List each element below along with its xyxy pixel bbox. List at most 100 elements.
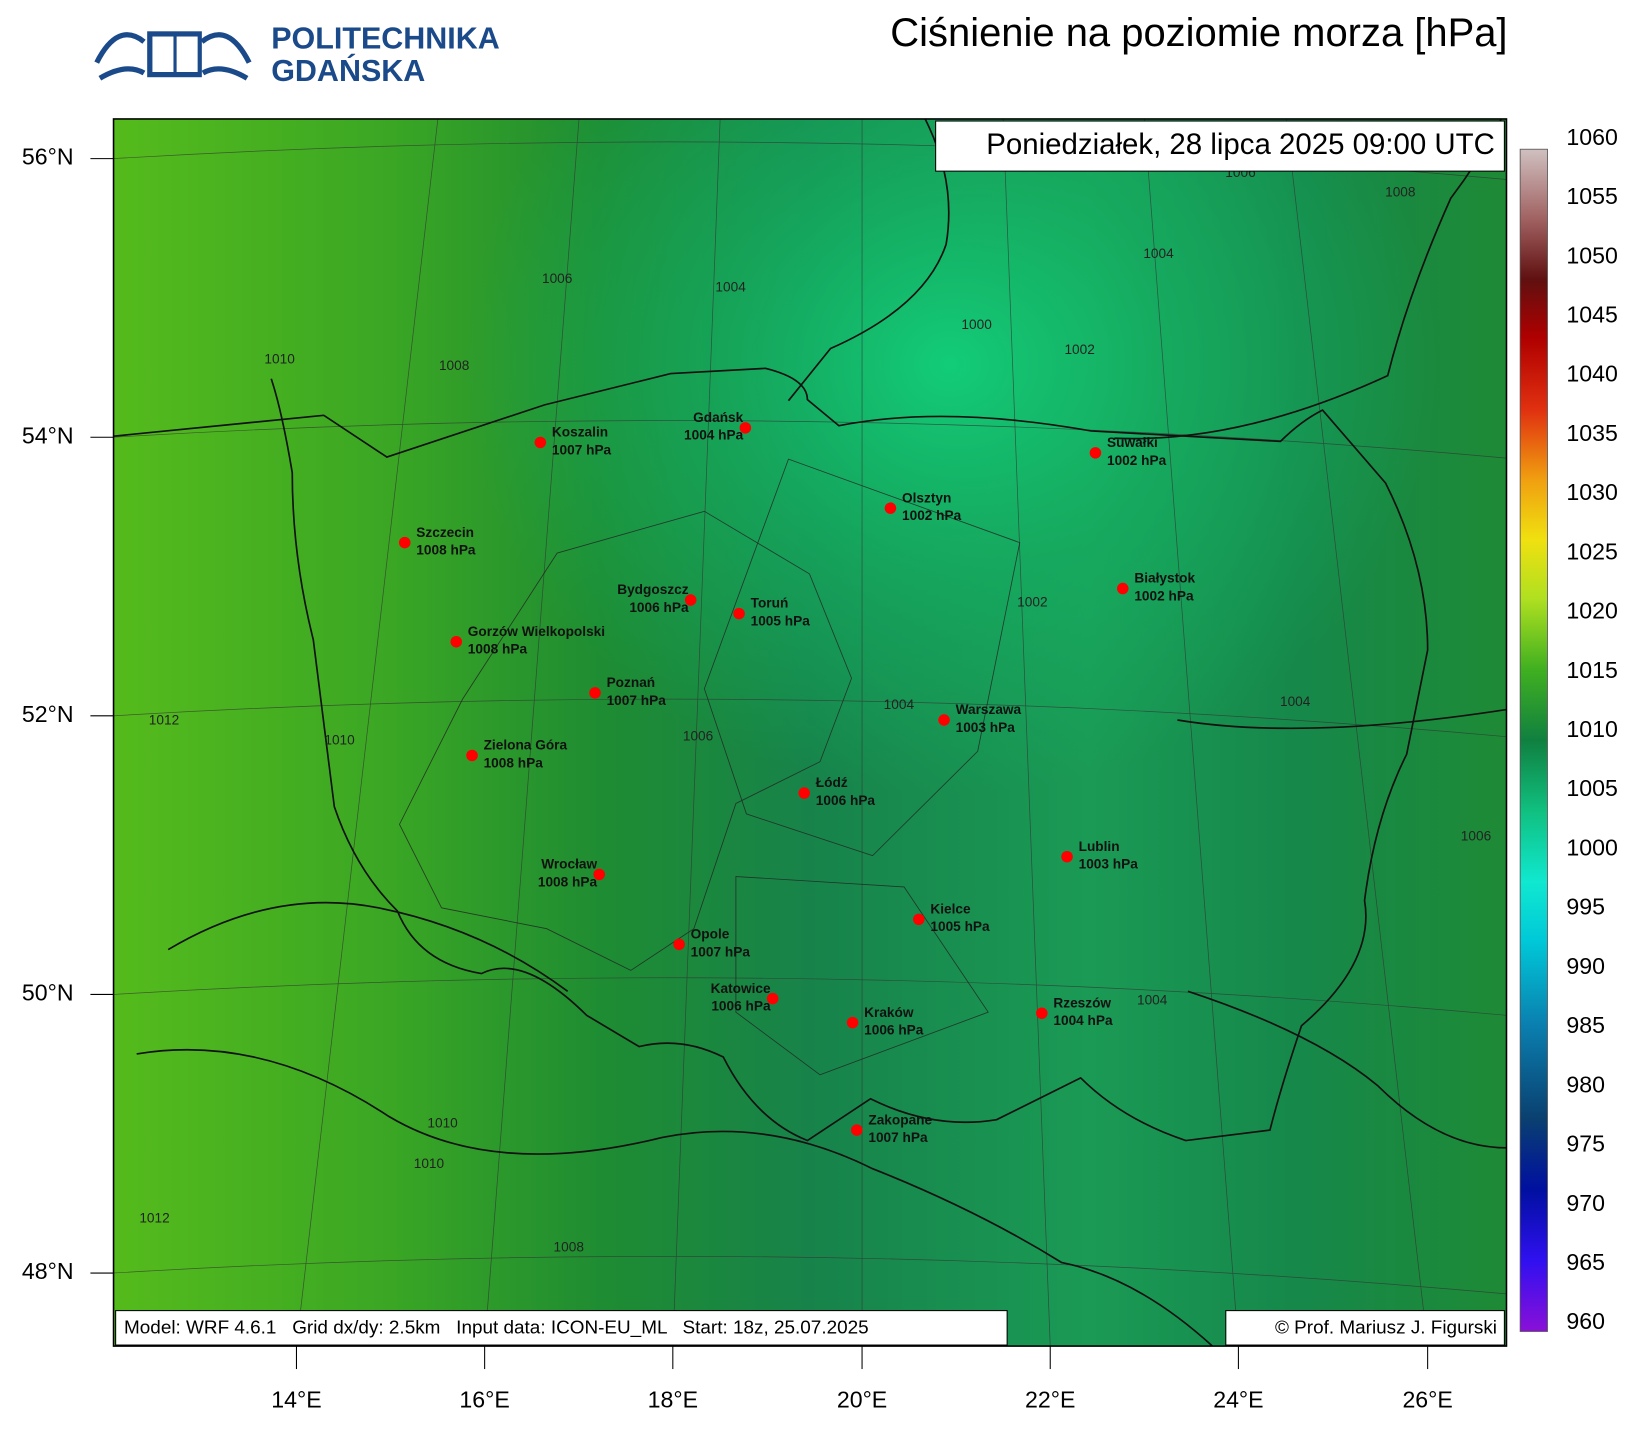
regions	[399, 458, 1021, 1076]
logo-line2: GDAŃSKA	[271, 54, 425, 88]
colorbar-label: 1025	[1566, 538, 1617, 564]
contour-label: 1006	[1461, 828, 1491, 843]
city-dot	[846, 1016, 859, 1029]
city-name: Gorzów Wielkopolski	[468, 624, 605, 639]
lon-label: 22°E	[1025, 1387, 1075, 1413]
footer-left-box	[115, 1310, 1008, 1346]
contour-label: 1012	[139, 1210, 169, 1225]
colorbar-label: 980	[1566, 1071, 1605, 1097]
city-name: Toruń	[751, 596, 789, 611]
city-pressure: 1008 hPa	[538, 874, 598, 889]
city-pressure: 1008 hPa	[416, 543, 476, 558]
city-dot	[733, 607, 745, 620]
meridian	[484, 118, 580, 1347]
city-dot	[534, 436, 547, 449]
lat-label: 56°N	[22, 144, 74, 170]
city-dot	[938, 714, 950, 726]
lon-label: 24°E	[1213, 1387, 1263, 1413]
contour-label: 1004	[715, 280, 746, 295]
contour-label: 1010	[414, 1156, 445, 1171]
logo: POLITECHNIKA GDAŃSKA	[94, 23, 500, 88]
city-dot	[684, 594, 697, 606]
city-name: Opole	[691, 927, 730, 942]
city-name: Zakopane	[868, 1112, 932, 1127]
city-name: Zielona Góra	[484, 738, 568, 753]
colorbar-label: 1005	[1566, 775, 1617, 801]
contour-label: 1002	[1017, 595, 1047, 610]
city-dot	[1116, 582, 1129, 595]
city-pressure: 1007 hPa	[868, 1130, 928, 1145]
city-name: Wrocław	[541, 857, 597, 872]
city-dot	[766, 992, 779, 1005]
footer-right: © Prof. Mariusz J. Figurski	[1275, 1316, 1497, 1337]
colorbar-label: 1000	[1566, 835, 1617, 861]
city-name: Lublin	[1079, 839, 1120, 854]
city-pressure: 1002 hPa	[902, 508, 962, 523]
city-pressure: 1004 hPa	[1053, 1013, 1113, 1028]
contour-label: 1004	[884, 697, 915, 712]
city-dot	[589, 687, 601, 699]
contour-label: 1002	[1064, 342, 1094, 357]
city-dot	[450, 636, 463, 648]
lon-label: 18°E	[648, 1387, 698, 1413]
city-name: Bydgoszcz	[617, 582, 689, 597]
date: Poniedziałek, 28 lipca 2025 09:00 UTC	[986, 128, 1495, 161]
contour-label: 1004	[1280, 694, 1311, 709]
meridian	[296, 118, 439, 1347]
contour-label: 1004	[1137, 992, 1168, 1007]
colorbar-label: 1055	[1566, 183, 1617, 209]
lat-label: 50°N	[22, 980, 74, 1006]
city-pressure: 1006 hPa	[711, 999, 771, 1014]
logo-line1: POLITECHNIKA	[271, 23, 500, 56]
colorbar-label: 985	[1566, 1012, 1605, 1038]
colorbar-label: 1035	[1566, 420, 1617, 446]
contour-label: 1008	[1385, 185, 1415, 200]
city-pressure: 1005 hPa	[930, 919, 990, 934]
colorbar-label: 1030	[1566, 479, 1617, 505]
city-name: Szczecin	[416, 525, 474, 540]
city-dot	[593, 868, 606, 881]
city-name: Białystok	[1134, 571, 1195, 586]
colorbar-label: 965	[1566, 1249, 1605, 1275]
contour-label: 1006	[683, 728, 713, 743]
meridian	[1002, 118, 1051, 1347]
meridian	[1285, 118, 1429, 1347]
city-pressure: 1008 hPa	[468, 642, 528, 657]
date-box	[935, 120, 1505, 172]
footer-right-box	[1225, 1310, 1505, 1346]
parallel	[113, 1255, 1507, 1295]
city-name: Olsztyn	[902, 490, 951, 505]
city-name: Łódź	[816, 775, 848, 790]
contour-label: 1006	[542, 271, 572, 286]
contour-label: 1000	[961, 317, 992, 332]
colorbar-label: 970	[1566, 1190, 1605, 1216]
city-name: Rzeszów	[1053, 995, 1111, 1010]
contour-label: 1008	[554, 1240, 584, 1255]
colorbar-label: 1010	[1566, 716, 1617, 742]
city-name: Poznań	[607, 675, 656, 690]
lat-label: 54°N	[22, 422, 74, 448]
colorbar-label: 990	[1566, 953, 1605, 979]
colorbar-label: 1015	[1566, 657, 1617, 683]
colorbar-label: 1050	[1566, 242, 1617, 268]
footer-left: Model: WRF 4.6.1 Grid dx/dy: 2.5km Input…	[124, 1316, 869, 1338]
meridian	[672, 118, 721, 1347]
city-name: Gdańsk	[693, 410, 744, 425]
contour-label: 1012	[149, 713, 179, 728]
colorbar-label: 1060	[1566, 124, 1617, 150]
contour-label: 1008	[439, 358, 469, 373]
city-dot	[913, 913, 925, 926]
city-pressure: 1003 hPa	[1079, 857, 1139, 872]
city-name: Kraków	[864, 1005, 914, 1020]
colorbar-label: 1045	[1566, 302, 1617, 328]
city-pressure: 1007 hPa	[552, 442, 612, 457]
lon-label: 20°E	[837, 1387, 887, 1413]
colorbar-label: 1020	[1566, 598, 1617, 624]
colorbar-label: 960	[1566, 1308, 1605, 1334]
contour-label: 1010	[427, 1115, 458, 1130]
colorbar-label: 975	[1566, 1131, 1605, 1157]
city-pressure: 1007 hPa	[607, 693, 667, 708]
parallel	[113, 977, 1507, 1016]
